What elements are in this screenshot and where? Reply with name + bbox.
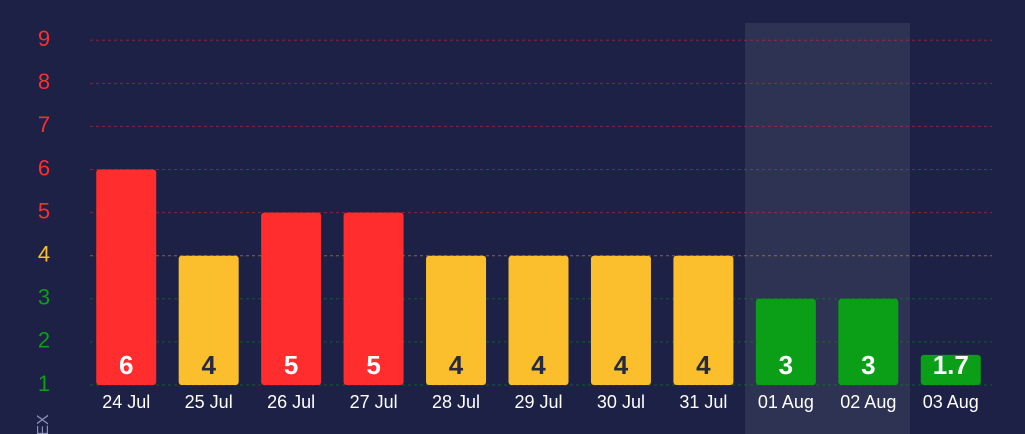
bar <box>673 255 734 385</box>
x-tick-label: 31 Jul <box>679 392 727 412</box>
bar <box>920 354 981 385</box>
value-label: 4 <box>201 350 216 380</box>
value-label: 1.7 <box>933 350 969 380</box>
x-tick-label: 30 Jul <box>597 392 645 412</box>
value-label: 6 <box>119 350 133 380</box>
value-label: 3 <box>779 350 793 380</box>
x-tick-label: 02 Aug <box>840 392 896 412</box>
value-label: 4 <box>696 350 711 380</box>
value-label: 4 <box>614 350 629 380</box>
x-tick-label: 03 Aug <box>923 392 979 412</box>
y-tick-label: 9 <box>38 26 50 51</box>
bar <box>508 255 569 385</box>
bar <box>96 169 157 385</box>
bar <box>178 255 239 385</box>
value-label: 5 <box>366 350 380 380</box>
value-label: 3 <box>861 350 875 380</box>
x-tick-label: 27 Jul <box>350 392 398 412</box>
bar <box>838 298 899 385</box>
x-tick-label: 26 Jul <box>267 392 315 412</box>
value-label: 4 <box>449 350 464 380</box>
x-tick-label: 01 Aug <box>758 392 814 412</box>
y-tick-label: 4 <box>38 242 50 267</box>
y-tick-label: 8 <box>38 69 50 94</box>
bar <box>343 212 404 385</box>
value-label: 4 <box>531 350 546 380</box>
bar <box>261 212 322 385</box>
y-tick-label: 7 <box>38 112 50 137</box>
bar <box>755 298 816 385</box>
x-tick-label: 24 Jul <box>102 392 150 412</box>
value-label: 5 <box>284 350 298 380</box>
bar <box>426 255 487 385</box>
y-tick-label: 5 <box>38 198 50 223</box>
y-tick-label: 3 <box>38 285 50 310</box>
bar <box>590 255 651 385</box>
y-axis-label: EX <box>35 414 52 434</box>
y-tick-label: 6 <box>38 155 50 180</box>
y-tick-label: 2 <box>38 328 50 353</box>
x-tick-label: 28 Jul <box>432 392 480 412</box>
y-tick-label: 1 <box>38 371 50 396</box>
x-tick-label: 25 Jul <box>185 392 233 412</box>
x-tick-label: 29 Jul <box>514 392 562 412</box>
